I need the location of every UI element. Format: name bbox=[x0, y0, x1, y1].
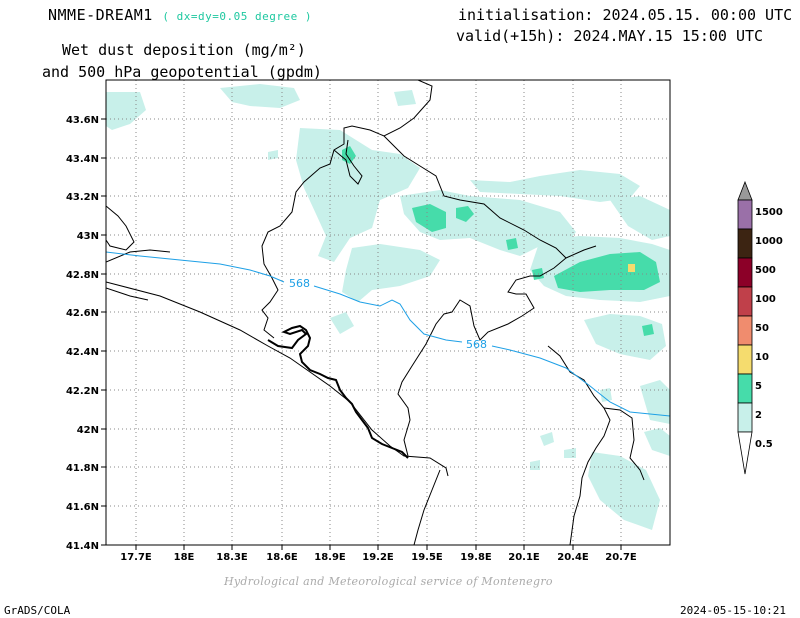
coastline-montenegro bbox=[267, 324, 409, 459]
resolution-note: ( dx=dy=0.05 degree ) bbox=[162, 10, 312, 23]
lon-label: 20.7E bbox=[605, 552, 637, 563]
field-title-line1: Wet dust deposition (mg/m²) bbox=[62, 41, 306, 59]
geopotential-contour-568: 568 568 bbox=[106, 251, 670, 417]
legend-swatch-2 bbox=[737, 402, 753, 433]
legend-swatch-500 bbox=[737, 257, 753, 288]
legend-swatch-100 bbox=[737, 286, 753, 317]
lon-label: 20.1E bbox=[508, 552, 540, 563]
lon-label: 17.7E bbox=[120, 552, 152, 563]
software-label: GrADS/COLA bbox=[4, 604, 71, 617]
color-legend bbox=[737, 180, 753, 475]
lat-label: 42N bbox=[77, 425, 99, 436]
lat-label: 43N bbox=[77, 231, 99, 242]
dust-light-areas bbox=[106, 84, 670, 530]
lat-label: 42.8N bbox=[66, 270, 99, 281]
lon-label: 18.3E bbox=[216, 552, 248, 563]
legend-label: 500 bbox=[755, 265, 776, 276]
lon-label: 19.8E bbox=[460, 552, 492, 563]
lon-label: 19.5E bbox=[411, 552, 443, 563]
field-title-line2: and 500 hPa geopotential (gpdm) bbox=[42, 63, 322, 81]
lat-label: 41.6N bbox=[66, 502, 99, 513]
country-borders bbox=[106, 80, 645, 545]
timestamp-label: 2024-05-15-10:21 bbox=[680, 604, 786, 617]
model-name: NMME-DREAM1 bbox=[48, 6, 153, 24]
legend-label: 2 bbox=[755, 410, 762, 421]
init-time: initialisation: 2024.05.15. 00:00 UTC bbox=[458, 6, 793, 24]
contour-label: 568 bbox=[466, 338, 487, 351]
legend-label: 0.5 bbox=[755, 439, 773, 450]
lat-label: 42.2N bbox=[66, 386, 99, 397]
legend-label: 100 bbox=[755, 294, 776, 305]
legend-label: 1000 bbox=[755, 236, 783, 247]
legend-top-arrow bbox=[737, 180, 753, 201]
latitude-labels: 43.6N 43.4N 43.2N 43N 42.8N 42.6N 42.4N … bbox=[66, 115, 99, 552]
legend-labels: 1500 1000 500 100 50 10 5 2 0.5 bbox=[755, 207, 783, 450]
lon-label: 18.9E bbox=[314, 552, 346, 563]
legend-label: 1500 bbox=[755, 207, 783, 218]
grid-lines bbox=[106, 80, 670, 545]
lon-label: 18.6E bbox=[266, 552, 298, 563]
lat-label: 43.2N bbox=[66, 192, 99, 203]
lat-label: 41.8N bbox=[66, 463, 99, 474]
legend-bottom-arrow bbox=[737, 431, 753, 475]
lon-label: 20.4E bbox=[557, 552, 589, 563]
credit-line: Hydrological and Meteorological service … bbox=[224, 575, 553, 588]
lat-label: 41.4N bbox=[66, 541, 99, 552]
legend-label: 5 bbox=[755, 381, 762, 392]
axis-ticks bbox=[101, 118, 622, 550]
lat-label: 42.6N bbox=[66, 308, 99, 319]
legend-swatch-1000 bbox=[737, 228, 753, 259]
model-title: NMME-DREAM1 ( dx=dy=0.05 degree ) bbox=[48, 6, 312, 24]
lon-label: 18E bbox=[174, 552, 195, 563]
lat-label: 42.4N bbox=[66, 347, 99, 358]
legend-swatch-1500 bbox=[737, 199, 753, 230]
dust-peak-area bbox=[628, 264, 635, 272]
lon-label: 19.2E bbox=[362, 552, 394, 563]
lat-label: 43.4N bbox=[66, 154, 99, 165]
dust-mid-areas bbox=[342, 146, 660, 336]
legend-swatch-5 bbox=[737, 373, 753, 404]
legend-label: 10 bbox=[755, 352, 769, 363]
lat-label: 43.6N bbox=[66, 115, 99, 126]
legend-swatch-50 bbox=[737, 315, 753, 346]
legend-label: 50 bbox=[755, 323, 769, 334]
dust-deposition-field bbox=[106, 84, 670, 530]
legend-swatch-10 bbox=[737, 344, 753, 375]
longitude-labels: 17.7E 18E 18.3E 18.6E 18.9E 19.2E 19.5E … bbox=[120, 552, 637, 563]
valid-time: valid(+15h): 2024.MAY.15 15:00 UTC bbox=[456, 27, 764, 45]
contour-label: 568 bbox=[289, 277, 310, 290]
